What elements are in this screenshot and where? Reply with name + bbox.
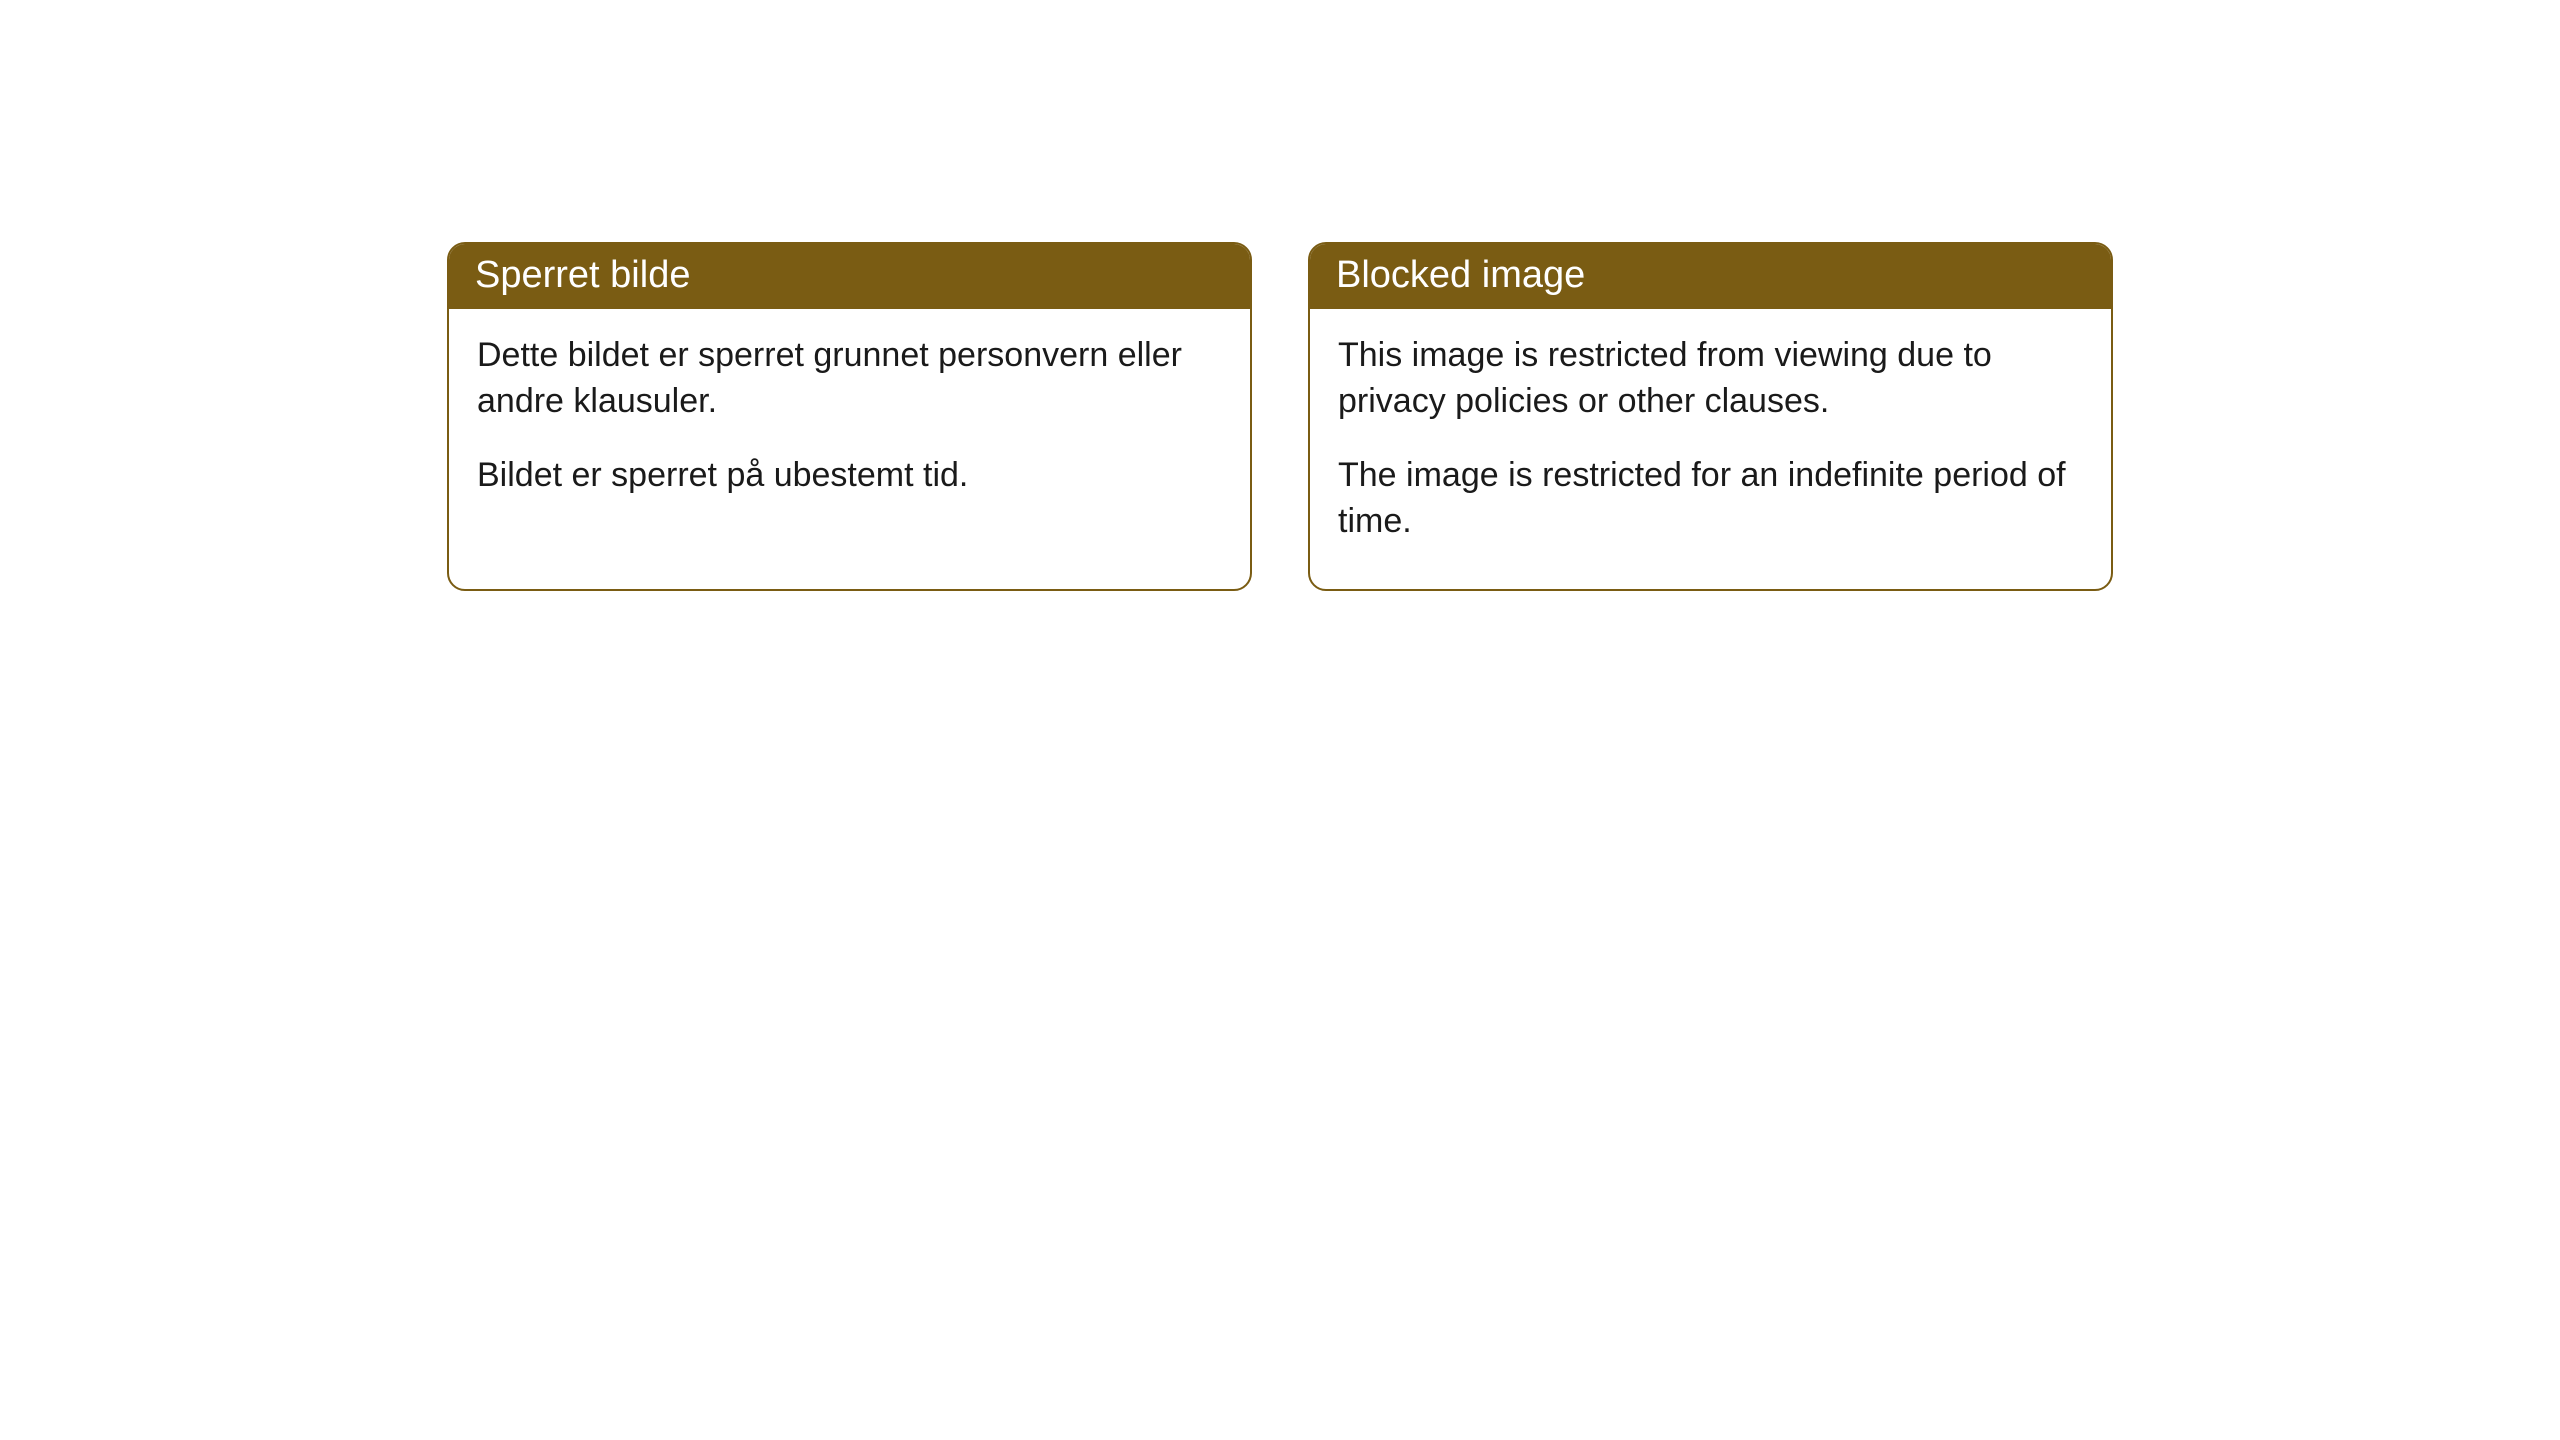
card-header-english: Blocked image (1310, 244, 2111, 309)
notice-cards-container: Sperret bilde Dette bildet er sperret gr… (447, 242, 2113, 591)
card-title: Blocked image (1336, 254, 1585, 296)
card-body-english: This image is restricted from viewing du… (1310, 309, 2111, 589)
card-paragraph-1: Dette bildet er sperret grunnet personve… (477, 333, 1222, 425)
card-paragraph-2: Bildet er sperret på ubestemt tid. (477, 453, 1222, 499)
blocked-image-card-english: Blocked image This image is restricted f… (1308, 242, 2113, 591)
card-paragraph-1: This image is restricted from viewing du… (1338, 333, 2083, 425)
card-header-norwegian: Sperret bilde (449, 244, 1250, 309)
card-paragraph-2: The image is restricted for an indefinit… (1338, 453, 2083, 545)
blocked-image-card-norwegian: Sperret bilde Dette bildet er sperret gr… (447, 242, 1252, 591)
card-title: Sperret bilde (475, 254, 690, 296)
card-body-norwegian: Dette bildet er sperret grunnet personve… (449, 309, 1250, 543)
